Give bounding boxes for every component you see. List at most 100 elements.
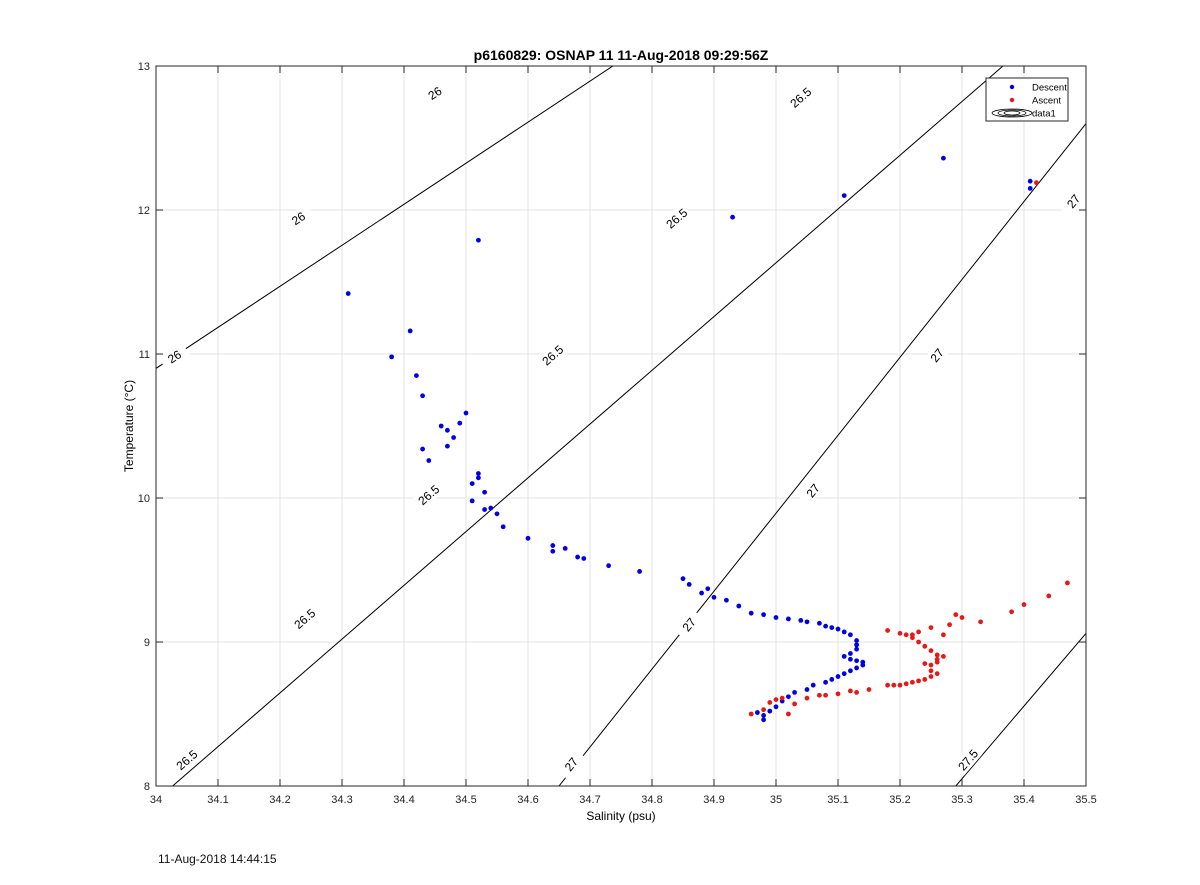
y-axis-label: Temperature (°C): [122, 380, 136, 472]
descent-point: [699, 590, 704, 596]
descent-point: [1027, 178, 1033, 184]
descent-point: [817, 620, 822, 626]
descent-point: [476, 471, 481, 476]
axes-box: [155, 65, 1087, 787]
ascent-point: [1021, 602, 1027, 607]
ascent-point: [804, 695, 810, 701]
descent-point: [482, 489, 487, 495]
descent-point: [457, 420, 463, 426]
descent-point: [637, 569, 642, 574]
descent-point: [736, 603, 742, 609]
series-ascent: [748, 180, 1070, 717]
descent-point: [823, 679, 828, 685]
descent-point: [786, 616, 791, 622]
isopycnal-label-gap: [1058, 185, 1086, 217]
y-tick-label: 8: [144, 781, 150, 793]
isopycnal-label-gap: [953, 744, 983, 776]
isopycnal-label-gap: [171, 744, 203, 775]
ascent-point: [897, 682, 903, 688]
y-tick-label: 11: [139, 349, 150, 361]
descent-point: [835, 674, 841, 679]
descent-point: [445, 427, 450, 433]
isopycnal-label-group: 27: [798, 474, 828, 507]
isopycnal-label-group: 27: [922, 339, 952, 371]
ascent-point: [916, 629, 921, 635]
legend-marker-ascent: [1009, 97, 1015, 103]
legend-contour-icon: [991, 108, 1033, 118]
x-tick-label: 35.2: [889, 794, 910, 806]
descent-point: [767, 708, 773, 714]
plot-area: 26262626.526.526.526.526.526.52727272727…: [138, 61, 1097, 806]
descent-point: [841, 193, 847, 199]
descent-point: [438, 423, 444, 429]
isopycnal-label-gap: [288, 603, 320, 634]
ascent-point: [817, 692, 822, 698]
descent-point: [525, 535, 531, 541]
ascent-point: [1065, 580, 1070, 586]
ascent-point: [928, 662, 934, 668]
x-tick-label: 34.3: [331, 794, 352, 806]
ascent-point: [891, 682, 897, 688]
descent-point: [550, 548, 556, 554]
isopycnal-label-group: 26: [158, 342, 191, 371]
ascent-point: [928, 668, 934, 674]
legend-label-data1: data1: [1032, 109, 1056, 120]
y-tick-label: 10: [138, 493, 150, 505]
descent-point: [848, 668, 853, 674]
descent-point: [730, 214, 735, 220]
data-points: [345, 155, 1070, 723]
axes-background: [156, 66, 1086, 786]
ascent-point: [792, 701, 797, 707]
descent-point: [854, 658, 859, 664]
ascent-point: [934, 652, 940, 658]
ascent-point: [978, 619, 983, 625]
isopycnal-label-gap: [418, 78, 451, 107]
x-tick-label: 34.6: [517, 794, 538, 806]
x-tick-label: 34.1: [207, 794, 228, 806]
x-axis-label: Salinity (psu): [586, 809, 655, 823]
isopycnal-label-group: 26: [282, 204, 315, 233]
descent-point: [500, 524, 506, 530]
chart-title: p6160829: OSNAP 11 11-Aug-2018 09:29:56Z: [474, 47, 769, 63]
descent-point: [550, 543, 556, 548]
ascent-point: [941, 654, 946, 659]
ascent-point: [934, 671, 940, 677]
x-tick-label: 34.5: [455, 794, 476, 806]
isopycnal-line-27.5: [955, 633, 1086, 786]
descent-point: [829, 677, 835, 682]
ascent-point: [885, 682, 890, 688]
descent-point: [804, 619, 810, 625]
descent-point: [680, 576, 686, 582]
ascent-point: [866, 687, 872, 692]
isopycnal-label-gap: [536, 340, 568, 370]
ascent-point: [934, 656, 940, 662]
isopycnal-label-gap: [798, 474, 828, 507]
ascent-point: [1034, 180, 1039, 186]
descent-point: [407, 328, 413, 334]
ascent-point: [916, 639, 921, 645]
descent-point: [575, 554, 580, 560]
ascent-point: [748, 711, 754, 717]
ascent-point: [922, 643, 928, 649]
descent-point: [848, 632, 853, 638]
descent-point: [941, 155, 946, 161]
x-tick-label: 34.4: [393, 794, 414, 806]
descent-point: [420, 446, 425, 452]
axis-ticks: 34 34.1 34.2 34.3 34.4 34.5 34.6 34.7 34.8 34.9 35…: [138, 61, 1097, 806]
ascent-point: [779, 695, 785, 701]
ascent-point: [823, 692, 828, 698]
ascent-point: [941, 632, 946, 638]
ascent-point: [903, 681, 909, 687]
descent-point: [469, 498, 475, 504]
isopycnal-label-group: 26.5: [171, 744, 203, 775]
descent-point: [761, 713, 766, 718]
legend-box: [985, 77, 1069, 122]
descent-point: [829, 625, 835, 630]
isopycnal-line-26.5: [171, 66, 1004, 786]
ascent-point: [848, 688, 853, 694]
ascent-point: [922, 661, 928, 666]
ascent-point: [916, 678, 921, 684]
ascent-point: [1046, 593, 1052, 599]
descent-point: [854, 642, 859, 648]
isopycnal-line-27: [558, 123, 1086, 786]
